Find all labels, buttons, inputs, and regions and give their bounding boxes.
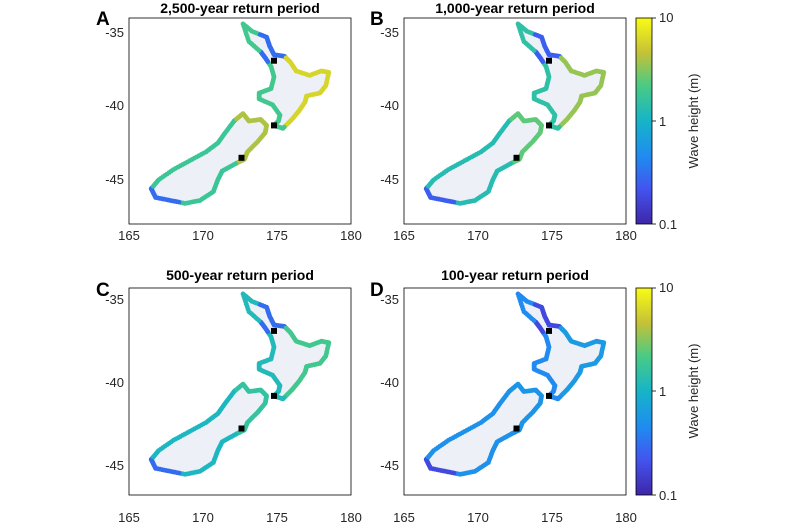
colorbar-tick-1: 1: [659, 384, 666, 399]
x-tick-165: 165: [118, 510, 140, 525]
south-island-land: [425, 113, 542, 204]
site-marker: [546, 327, 552, 334]
north-island-land: [517, 23, 605, 129]
north-island-land: [242, 23, 330, 129]
coastal-point: [239, 112, 245, 118]
axes-frame-b: [403, 17, 627, 225]
y-tick-35: -35: [105, 292, 124, 307]
coastal-point: [239, 382, 245, 388]
south-island-land: [150, 383, 267, 475]
site-marker: [513, 154, 520, 161]
x-tick-175: 175: [266, 510, 288, 525]
site-marker: [271, 392, 277, 399]
y-tick-45: -45: [380, 172, 399, 187]
x-tick-175: 175: [541, 510, 563, 525]
x-tick-180: 180: [340, 228, 362, 243]
x-tick-175: 175: [541, 228, 563, 243]
y-tick-35: -35: [380, 25, 399, 40]
panel-title-c: 500-year return period: [166, 267, 314, 283]
x-tick-170: 170: [467, 228, 489, 243]
colorbar-tick-10: 10: [659, 280, 673, 295]
y-tick-40: -40: [380, 375, 399, 390]
coastal-point: [516, 24, 522, 29]
panel-c: C 500-year return period 165 170 175 180…: [96, 267, 362, 525]
colorbar-label: Wave height (m): [686, 344, 701, 439]
y-tick-40: -40: [380, 98, 399, 113]
map-a: [148, 21, 332, 206]
panel-label-d: D: [370, 280, 384, 301]
y-tick-40: -40: [105, 98, 124, 113]
colorbar-tick-0-1: 0.1: [659, 488, 677, 503]
site-marker: [546, 122, 552, 129]
x-tick-165: 165: [118, 228, 140, 243]
south-island-land: [150, 113, 267, 204]
panel-d: D 100-year return period 165 170 175 180…: [370, 267, 637, 525]
south-island-land: [425, 383, 542, 475]
y-tick-35: -35: [105, 25, 124, 40]
colorbar-top: 10 1 0.1 Wave height (m): [635, 10, 701, 232]
site-marker: [238, 154, 245, 161]
coastal-point: [514, 112, 520, 118]
map-c: [148, 291, 332, 477]
x-tick-170: 170: [192, 228, 214, 243]
panel-label-b: B: [370, 9, 384, 30]
x-tick-165: 165: [393, 510, 415, 525]
panel-label-c: C: [96, 280, 110, 301]
panel-label-a: A: [96, 9, 110, 30]
panel-b: B 1,000-year return period 165 170 175 1…: [370, 0, 637, 243]
x-tick-180: 180: [615, 228, 637, 243]
axes-frame-c: [128, 287, 352, 496]
x-tick-170: 170: [467, 510, 489, 525]
north-island-land: [517, 293, 605, 400]
x-tick-175: 175: [266, 228, 288, 243]
site-marker: [271, 122, 277, 129]
y-tick-40: -40: [105, 375, 124, 390]
panel-title-a: 2,500-year return period: [160, 0, 320, 16]
map-d: [423, 291, 607, 477]
y-tick-45: -45: [105, 458, 124, 473]
y-tick-45: -45: [105, 172, 124, 187]
x-tick-170: 170: [192, 510, 214, 525]
panel-title-b: 1,000-year return period: [435, 0, 595, 16]
colorbar-gradient: [635, 17, 653, 225]
site-marker: [513, 425, 520, 432]
colorbar-tick-1: 1: [659, 114, 666, 129]
colorbar-label: Wave height (m): [686, 74, 701, 169]
coastal-point: [241, 294, 247, 299]
colorbar-gradient: [635, 287, 653, 496]
x-tick-165: 165: [393, 228, 415, 243]
colorbar-tick-0-1: 0.1: [659, 217, 677, 232]
north-island-land: [242, 293, 330, 400]
panel-title-d: 100-year return period: [441, 267, 589, 283]
y-tick-35: -35: [380, 292, 399, 307]
y-tick-45: -45: [380, 458, 399, 473]
x-tick-180: 180: [615, 510, 637, 525]
site-marker: [238, 425, 245, 432]
coastal-point: [241, 24, 247, 29]
site-marker: [271, 327, 277, 334]
axes-frame-a: [128, 17, 352, 225]
axes-frame-d: [403, 287, 627, 496]
site-marker: [271, 57, 277, 64]
site-marker: [546, 392, 552, 399]
x-tick-180: 180: [340, 510, 362, 525]
colorbar-bottom: 10 1 0.1 Wave height (m): [635, 280, 701, 503]
coastal-point: [516, 294, 522, 299]
colorbar-tick-10: 10: [659, 10, 673, 25]
coastal-point: [514, 382, 520, 388]
map-b: [423, 21, 607, 206]
site-marker: [546, 57, 552, 64]
panel-a: A 2,500-year return period 165 170 175 1…: [96, 0, 362, 243]
